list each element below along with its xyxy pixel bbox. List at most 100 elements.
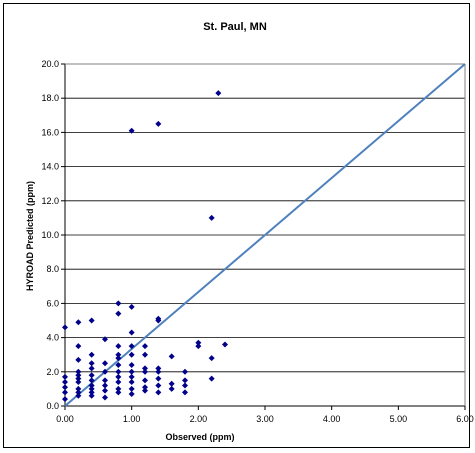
data-point <box>62 384 68 391</box>
data-point <box>75 319 82 326</box>
y-tick-labels: 0.0 2.0 4.0 6.0 8.0 10.0 12.0 14.0 16.0 18.0 20.0 <box>41 59 59 411</box>
y-tick-label: 12.0 <box>41 196 59 206</box>
data-points <box>62 90 228 403</box>
data-point <box>128 303 135 310</box>
data-point <box>182 389 188 396</box>
data-point <box>62 324 68 331</box>
y-tick-label: 10.0 <box>41 230 59 240</box>
data-point <box>102 387 108 394</box>
data-point <box>75 356 82 363</box>
data-point <box>168 380 175 387</box>
data-point <box>128 343 135 350</box>
data-point <box>155 375 162 382</box>
data-point <box>155 120 162 127</box>
data-point <box>75 389 82 396</box>
data-point <box>182 377 188 384</box>
data-point <box>62 379 68 386</box>
y-tick-label: 2.0 <box>46 367 59 377</box>
x-tick-label: 1.00 <box>123 414 141 424</box>
data-point <box>75 375 82 382</box>
data-point <box>128 351 135 358</box>
data-point <box>102 377 108 384</box>
data-point <box>222 341 228 348</box>
x-tick-label: 3.00 <box>256 414 274 424</box>
data-point <box>215 90 222 97</box>
x-tick-label: 6.00 <box>456 414 474 424</box>
data-point <box>142 351 148 358</box>
y-tick-label: 20.0 <box>41 59 59 69</box>
y-tick-label: 0.0 <box>46 401 59 411</box>
data-point <box>195 339 202 346</box>
data-point <box>88 377 95 384</box>
data-point <box>62 373 68 380</box>
data-point <box>115 385 122 392</box>
data-point <box>88 351 95 358</box>
data-point <box>142 343 148 350</box>
data-point <box>75 379 82 386</box>
data-point <box>128 368 135 375</box>
data-point <box>208 375 215 382</box>
x-axis-label: Observed (ppm) <box>165 432 234 442</box>
data-point <box>195 343 202 350</box>
data-point <box>155 317 162 324</box>
data-point <box>128 361 135 368</box>
data-point <box>88 372 95 379</box>
data-point <box>62 389 68 396</box>
data-point <box>115 379 122 386</box>
axes <box>64 63 466 407</box>
data-point <box>88 382 95 389</box>
data-point <box>142 365 148 372</box>
data-point <box>75 392 82 399</box>
data-point <box>142 368 148 375</box>
data-point <box>88 392 95 399</box>
data-point <box>142 387 148 394</box>
data-point <box>88 365 95 372</box>
data-point <box>182 382 188 389</box>
data-point <box>142 377 148 384</box>
data-point <box>128 391 135 398</box>
data-point <box>115 389 122 396</box>
data-point <box>102 394 108 401</box>
data-point <box>115 351 122 358</box>
data-point <box>155 365 162 372</box>
y-tick-label: 6.0 <box>46 298 59 308</box>
data-point <box>155 382 162 389</box>
data-point <box>102 382 108 389</box>
data-point <box>182 368 188 375</box>
y-tick-label: 8.0 <box>46 264 59 274</box>
data-point <box>75 368 82 375</box>
data-point <box>102 336 108 343</box>
data-point <box>208 355 215 362</box>
x-tick-labels: 0.00 1.00 2.00 3.00 4.00 5.00 6.00 <box>56 414 474 424</box>
y-tick-label: 4.0 <box>46 333 59 343</box>
x-tick-label: 2.00 <box>190 414 208 424</box>
data-point <box>208 214 215 221</box>
data-point <box>102 360 108 367</box>
y-axis-label: HYROAD Predicted (ppm) <box>25 181 35 291</box>
data-point <box>88 317 95 324</box>
data-point <box>88 385 95 392</box>
data-point <box>115 343 122 350</box>
data-point <box>128 385 135 392</box>
data-point <box>155 389 162 396</box>
chart-title: St. Paul, MN <box>203 21 267 33</box>
data-point <box>62 396 68 403</box>
data-point <box>168 353 175 360</box>
data-point <box>115 368 122 375</box>
data-point <box>115 300 122 307</box>
data-point <box>128 329 135 336</box>
y-tick-label: 18.0 <box>41 93 59 103</box>
x-tick-label: 5.00 <box>390 414 408 424</box>
data-point <box>115 355 122 362</box>
x-tick-label: 4.00 <box>323 414 341 424</box>
data-point <box>128 127 135 134</box>
y-tick-label: 16.0 <box>41 127 59 137</box>
data-point <box>115 310 122 317</box>
data-point <box>168 385 175 392</box>
data-point <box>115 361 122 368</box>
x-tick-label: 0.00 <box>56 414 74 424</box>
data-point <box>128 379 135 386</box>
data-point <box>128 373 135 380</box>
data-point <box>102 368 108 375</box>
